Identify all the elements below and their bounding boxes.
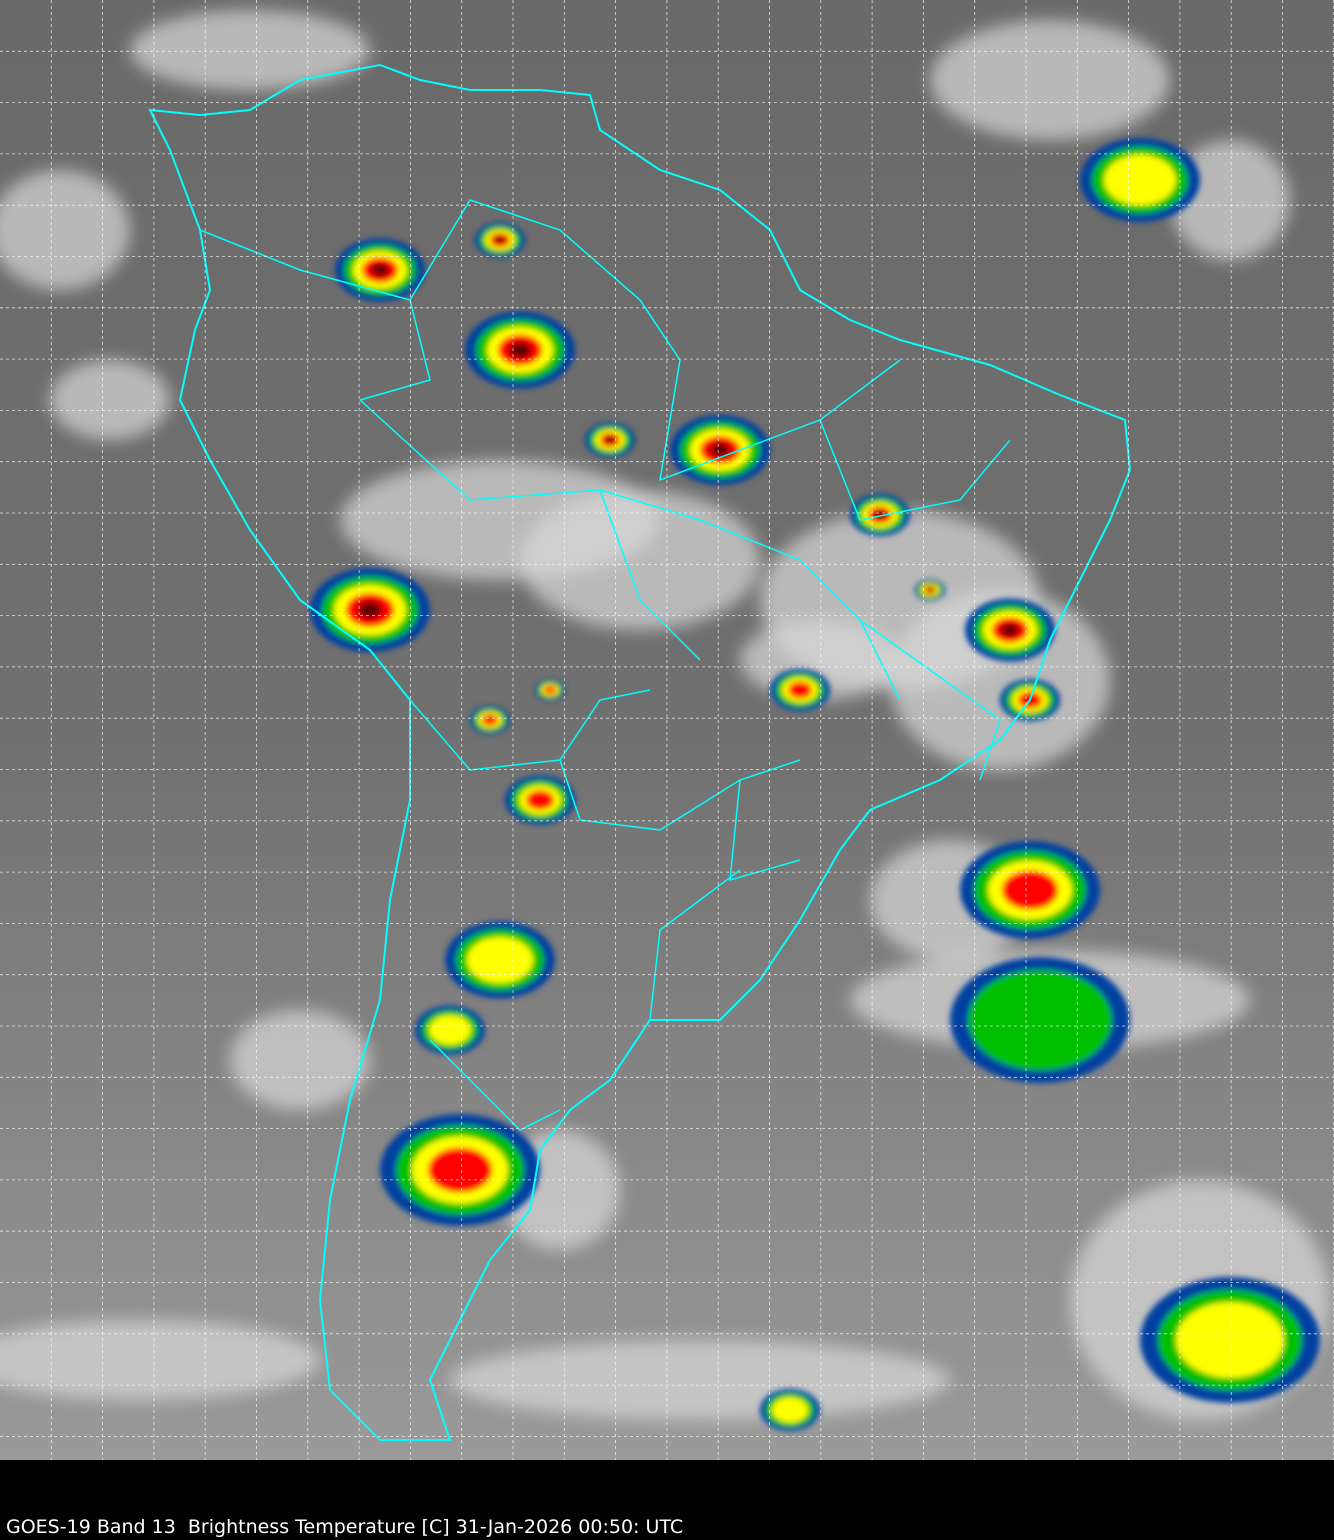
cloud bbox=[450, 1340, 950, 1420]
cloud bbox=[520, 490, 760, 630]
country-borders bbox=[199, 199, 1011, 1131]
cloud bbox=[0, 1320, 320, 1400]
storm-cell bbox=[358, 601, 382, 619]
storm-cell bbox=[605, 436, 615, 444]
storm-cell bbox=[526, 790, 554, 810]
storm-cell bbox=[1104, 154, 1176, 206]
storm-cell bbox=[1002, 870, 1058, 910]
storm-cell bbox=[710, 443, 730, 457]
cloud bbox=[230, 1010, 370, 1110]
storm-cell bbox=[927, 587, 933, 593]
cloud-layer bbox=[0, 10, 1330, 1420]
image-caption: GOES-19 Band 13 Brightness Temperature [… bbox=[6, 1516, 684, 1538]
storm-cell bbox=[495, 236, 505, 244]
border-line bbox=[659, 359, 901, 482]
border-line bbox=[559, 759, 801, 831]
storm-cells bbox=[310, 138, 1320, 1431]
storm-cell bbox=[467, 936, 533, 984]
cloud bbox=[0, 170, 130, 290]
border-line bbox=[729, 779, 801, 882]
border-line bbox=[409, 199, 681, 361]
border-line bbox=[649, 869, 741, 1021]
storm-cell bbox=[1001, 623, 1019, 637]
lat-lon-grid bbox=[0, 0, 1334, 1460]
storm-cell bbox=[482, 714, 498, 726]
cloud bbox=[1170, 140, 1290, 260]
continent-boundary bbox=[148, 63, 1132, 1441]
cloud bbox=[930, 20, 1170, 140]
storm-cell bbox=[788, 681, 812, 699]
storm-cell bbox=[429, 1015, 471, 1045]
storm-cell bbox=[371, 263, 389, 277]
cloud bbox=[50, 360, 170, 440]
border-line bbox=[859, 619, 1001, 781]
storm-cell bbox=[544, 685, 556, 695]
cloud bbox=[130, 10, 370, 90]
border-line bbox=[819, 419, 1011, 521]
satellite-map bbox=[0, 0, 1334, 1460]
storm-cell bbox=[772, 1397, 808, 1423]
storm-cell bbox=[428, 1147, 492, 1193]
storm-cell bbox=[1176, 1302, 1284, 1378]
storm-cell bbox=[509, 342, 531, 358]
border-line bbox=[429, 1039, 561, 1131]
cloud bbox=[890, 590, 1110, 770]
storm-cell bbox=[968, 969, 1112, 1071]
